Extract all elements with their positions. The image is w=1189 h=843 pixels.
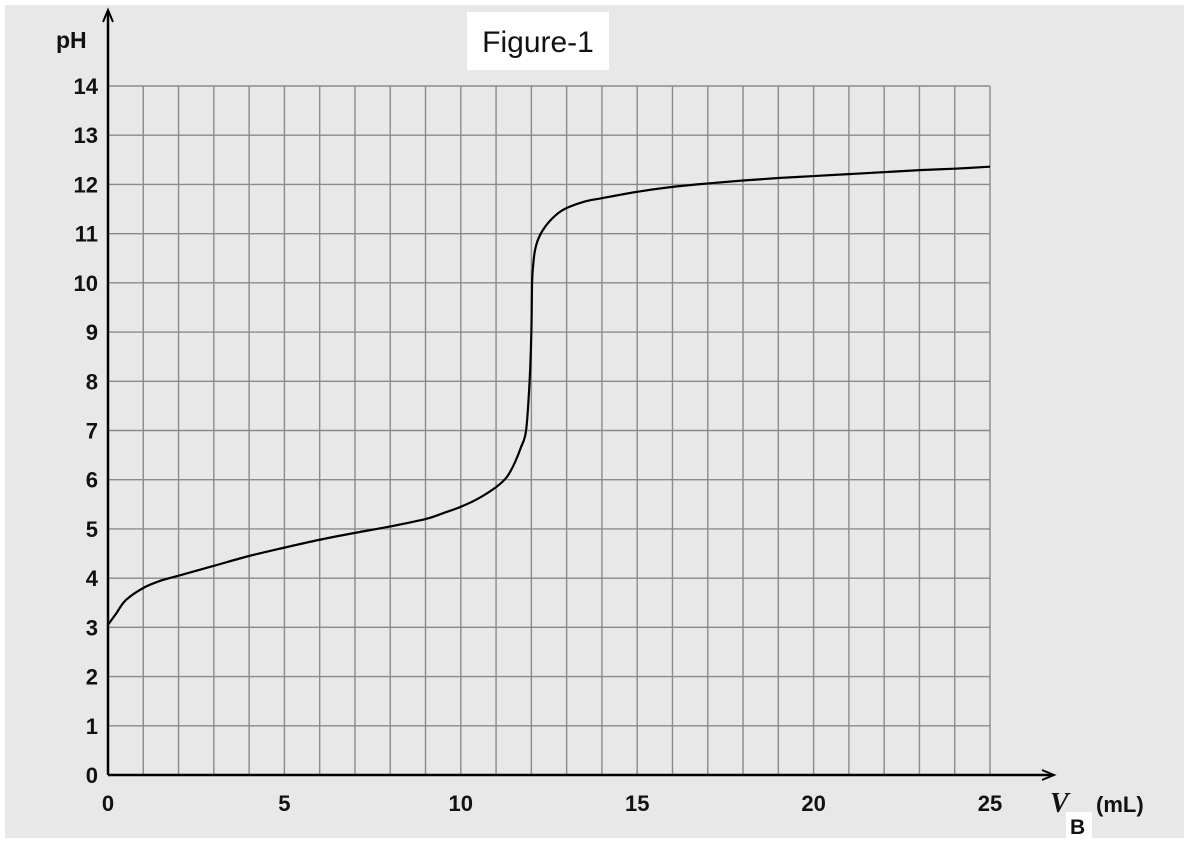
y-tick-label: 14: [74, 74, 99, 99]
y-tick-label: 12: [74, 172, 98, 197]
y-tick-label: 1: [86, 714, 98, 739]
series-layer: [107, 165, 991, 626]
y-axis-label: pH: [56, 27, 87, 53]
title-box: [467, 12, 609, 70]
y-tick-label: 3: [86, 615, 98, 640]
y-tick-label: 10: [74, 271, 98, 296]
y-tick-label: 11: [75, 222, 98, 247]
y-tick-label: 9: [86, 320, 98, 345]
y-axis-arrow: [102, 7, 114, 23]
y-tick-label: 5: [86, 517, 98, 542]
y-tick-label: 2: [86, 665, 98, 690]
grid: [107, 85, 991, 776]
x-tick-label: 10: [449, 791, 473, 816]
axes: [102, 7, 1057, 781]
x-axis-arrow: [1041, 769, 1057, 781]
y-tick-label: 0: [86, 763, 98, 788]
y-tick-label: 8: [86, 369, 98, 394]
x-tick-label: 15: [625, 791, 649, 816]
x-axis-label-subscript: B: [1070, 816, 1085, 839]
x-tick-label: 25: [978, 791, 1002, 816]
y-tick-label: 7: [86, 419, 98, 444]
x-axis-subscript-box: [1066, 812, 1092, 840]
x-axis-label-main: V: [1050, 788, 1071, 819]
x-axis-unit: (mL): [1096, 792, 1144, 817]
x-tick-label: 0: [102, 791, 114, 816]
chart-background: [5, 5, 1184, 838]
y-tick-label: 6: [86, 468, 98, 493]
x-tick-label: 5: [278, 791, 290, 816]
chart-title: Figure-1: [482, 26, 594, 59]
y-tick-label: 4: [86, 566, 99, 591]
titration-curve: [107, 165, 991, 626]
y-tick-label: 13: [74, 123, 98, 148]
x-tick-label: 20: [801, 791, 825, 816]
